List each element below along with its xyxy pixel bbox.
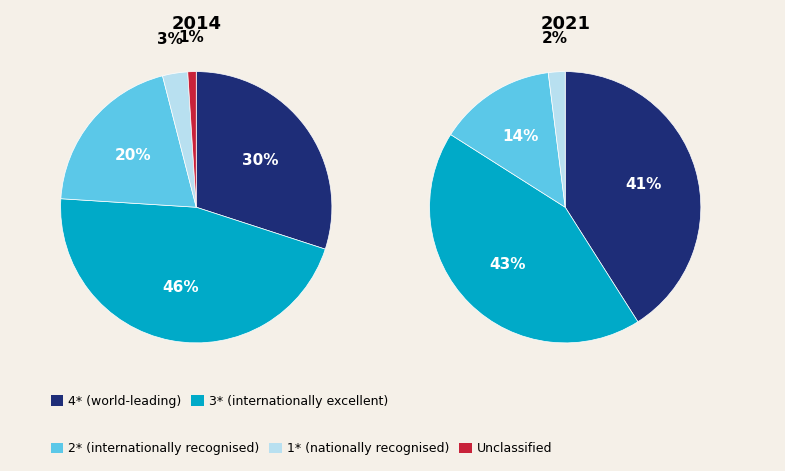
Text: 46%: 46% bbox=[162, 280, 199, 295]
Wedge shape bbox=[60, 199, 325, 343]
Text: 2%: 2% bbox=[542, 31, 568, 46]
Legend: 4* (world-leading), 3* (internationally excellent): 4* (world-leading), 3* (internationally … bbox=[46, 390, 393, 413]
Wedge shape bbox=[429, 135, 638, 343]
Text: 20%: 20% bbox=[115, 148, 152, 163]
Wedge shape bbox=[188, 72, 196, 207]
Wedge shape bbox=[162, 72, 196, 207]
Wedge shape bbox=[61, 76, 196, 207]
Legend: 2* (internationally recognised), 1* (nationally recognised), Unclassified: 2* (internationally recognised), 1* (nat… bbox=[46, 437, 557, 460]
Wedge shape bbox=[196, 72, 332, 249]
Text: 1%: 1% bbox=[178, 30, 204, 45]
Title: 2014: 2014 bbox=[171, 16, 221, 33]
Text: 41%: 41% bbox=[625, 177, 662, 192]
Text: 30%: 30% bbox=[242, 154, 278, 169]
Title: 2021: 2021 bbox=[540, 16, 590, 33]
Wedge shape bbox=[565, 72, 701, 322]
Wedge shape bbox=[451, 73, 565, 207]
Wedge shape bbox=[548, 72, 565, 207]
Text: 43%: 43% bbox=[489, 257, 526, 272]
Text: 3%: 3% bbox=[157, 32, 183, 47]
Text: 14%: 14% bbox=[502, 129, 539, 144]
